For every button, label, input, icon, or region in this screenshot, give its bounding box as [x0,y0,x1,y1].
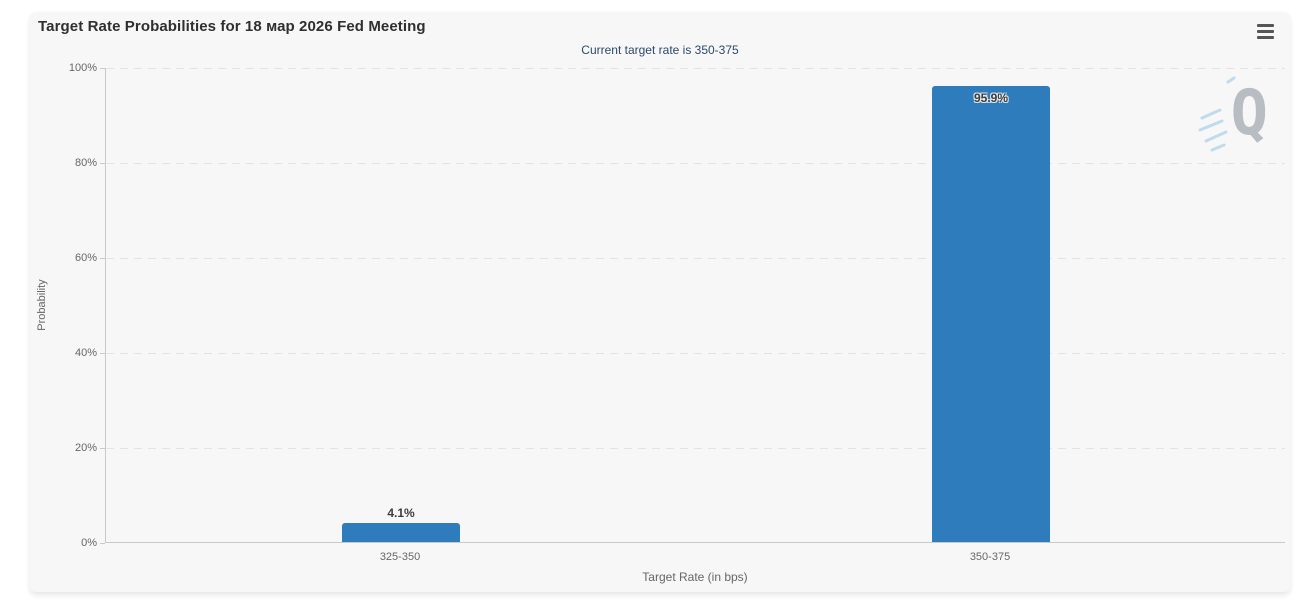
y-axis-tick [100,163,105,164]
quikstrike-watermark: Q [1198,74,1270,158]
chart-context-menu-button[interactable] [1254,21,1276,41]
hamburger-icon [1256,23,1274,27]
x-axis-labels: 325-350 350-375 [105,551,1285,567]
y-tick-label: 60% [74,252,97,264]
bar-value-label: 95.9% [973,91,1009,106]
y-tick-label: 20% [74,442,97,454]
y-axis-tick [100,258,105,259]
gridline [106,163,1285,164]
y-axis-labels: 0% 20% 40% 60% 80% 100% [30,12,97,592]
y-axis-tick [100,448,105,449]
watermark-letter: Q [1230,76,1268,149]
y-tick-label: 100% [68,62,97,74]
gridline [106,68,1285,69]
watermark-streaks-icon [1198,76,1236,152]
y-tick-label: 40% [74,347,97,359]
y-axis-tick [100,68,105,69]
x-tick-label: 350-375 [969,551,1011,563]
gridline [106,353,1285,354]
probability-bar[interactable] [342,522,460,542]
gridline [106,448,1285,449]
chart-subtitle: Current target rate is 350-375 [581,43,739,57]
chart-title: Target Rate Probabilities for 18 мар 202… [38,18,426,35]
y-axis-title: Probability [36,279,48,331]
plot-area: 4.1% 95.9% [100,68,1285,544]
y-tick-label: 80% [74,157,97,169]
gridline [106,258,1285,259]
y-axis-tick [100,353,105,354]
y-tick-label: 0% [81,537,97,549]
y-axis-tick [100,543,105,544]
probability-bar[interactable] [932,86,1050,542]
fedwatch-chart-card: Target Rate Probabilities for 18 мар 202… [30,12,1290,592]
bar-value-label: 4.1% [387,505,415,520]
x-axis-title: Target Rate (in bps) [642,570,748,584]
x-tick-label: 325-350 [379,551,421,563]
